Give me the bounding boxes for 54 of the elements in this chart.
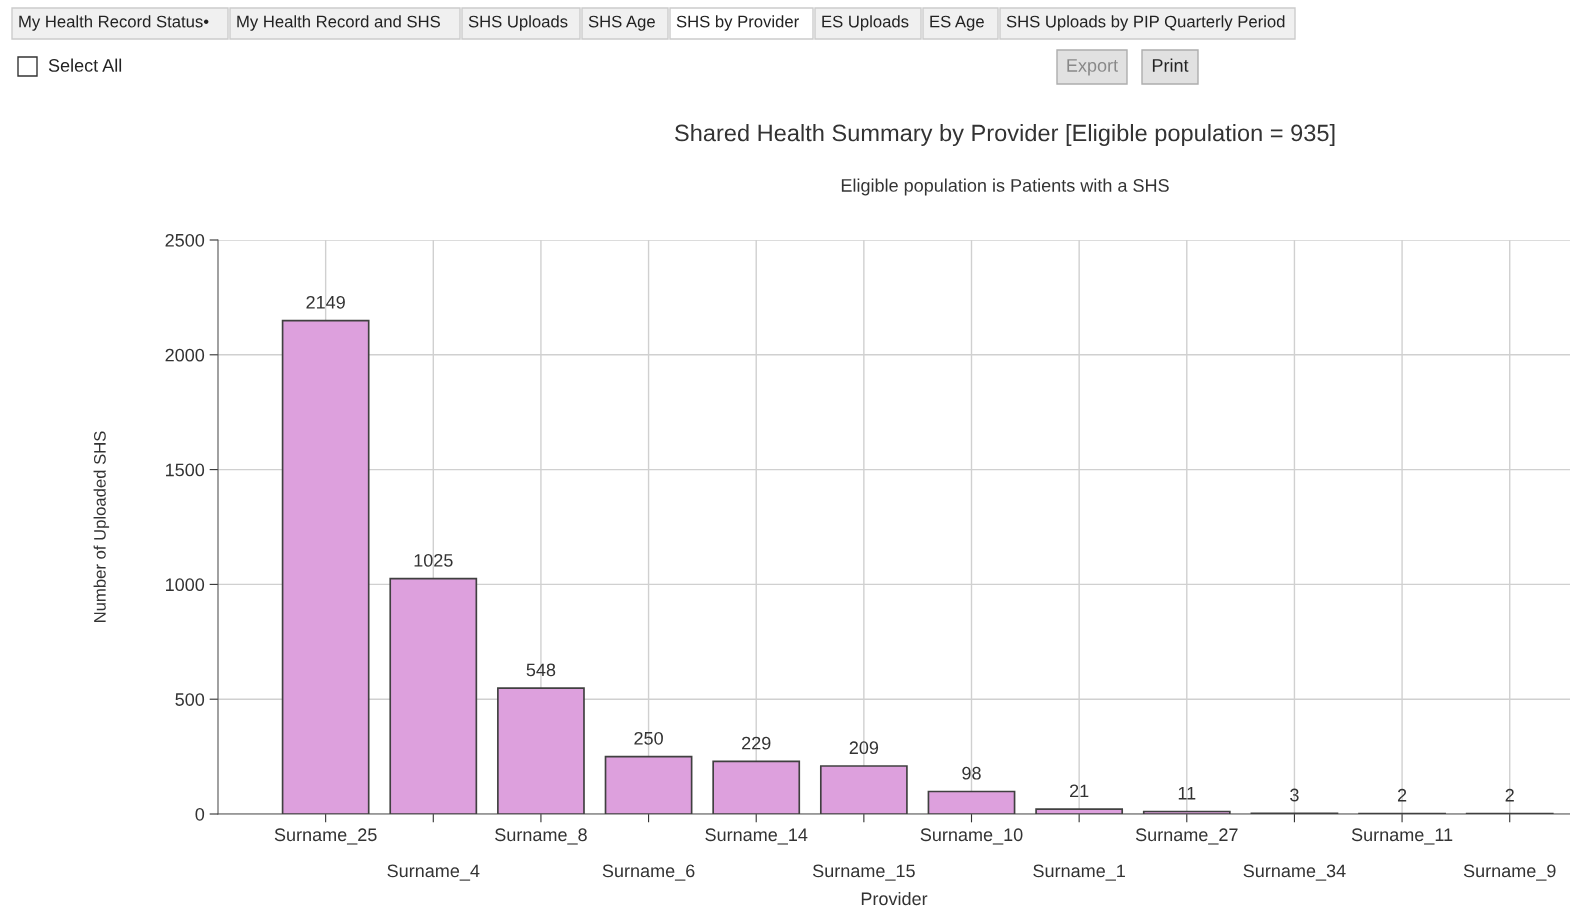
bar: [819, 765, 908, 814]
text: SHS Uploads: [468, 15, 568, 31]
x-tick-label: Surname_14: [705, 828, 808, 845]
x-tick-label: Surname_10: [920, 828, 1023, 845]
bar: [1035, 808, 1124, 814]
text: SHS Uploads by PIP Quarterly Period: [1006, 15, 1285, 31]
data-label: 2: [1397, 788, 1407, 802]
text: Select All: [48, 58, 122, 72]
bar: [281, 319, 370, 814]
text: Export: [1067, 59, 1118, 76]
bar: [604, 755, 693, 814]
x-tick-label: Surname_8: [495, 828, 587, 845]
y-axis-title: Number of Uploaded SHS: [93, 431, 110, 622]
y-tick-label: 500: [175, 693, 205, 706]
x-tick-label: Surname_27: [1135, 828, 1238, 845]
x-tick-label: Surname_1: [1033, 864, 1125, 881]
data-label: 250: [634, 731, 663, 745]
x-tick-label: Surname_34: [1243, 864, 1346, 881]
x-tick-label: Surname_6: [602, 864, 695, 881]
chart-title: Shared Health Summary by Provider [Eligible population = 935]: [675, 124, 1335, 146]
data-label: 209: [849, 741, 879, 755]
data-label: 229: [742, 736, 771, 750]
y-tick-label: 2500: [165, 233, 205, 247]
data-label: 3: [1290, 788, 1299, 802]
y-tick-label: 1500: [166, 463, 205, 477]
data-label: 21: [1070, 784, 1089, 798]
y-tick-label: 1000: [166, 578, 205, 592]
text: ES Uploads: [822, 15, 909, 31]
data-label: 548: [526, 663, 556, 677]
x-tick-label: Surname_15: [812, 864, 915, 881]
text: Print: [1152, 58, 1189, 72]
bar: [389, 577, 478, 814]
x-tick-label: Surname_4: [387, 864, 480, 881]
text: My Health Record and SHS: [237, 15, 440, 31]
data-label: 1025: [414, 553, 453, 567]
chart-subtitle: Eligible population is Patients with a SHS: [841, 178, 1169, 196]
y-tick-label: 0: [195, 807, 205, 821]
x-tick-label: Surname_25: [274, 828, 377, 845]
x-axis-title: Provider: [861, 891, 928, 906]
y-tick-label: 2000: [165, 348, 205, 362]
x-tick-label: Surname_11: [1351, 828, 1453, 845]
text: SHS by Provider: [676, 15, 799, 31]
bar: [927, 790, 1016, 814]
data-label: 2: [1505, 788, 1514, 802]
bar: [1142, 810, 1231, 814]
data-label: 11: [1178, 786, 1196, 800]
x-tick-label: Surname_9: [1463, 864, 1556, 881]
data-label: 98: [962, 766, 981, 780]
text: SHS Age: [588, 15, 655, 31]
text: ES Age: [930, 15, 984, 31]
text: My Health Record Status•: [19, 15, 209, 31]
data-label: 2149: [306, 295, 345, 309]
bar: [497, 687, 585, 814]
bar: [712, 760, 801, 814]
